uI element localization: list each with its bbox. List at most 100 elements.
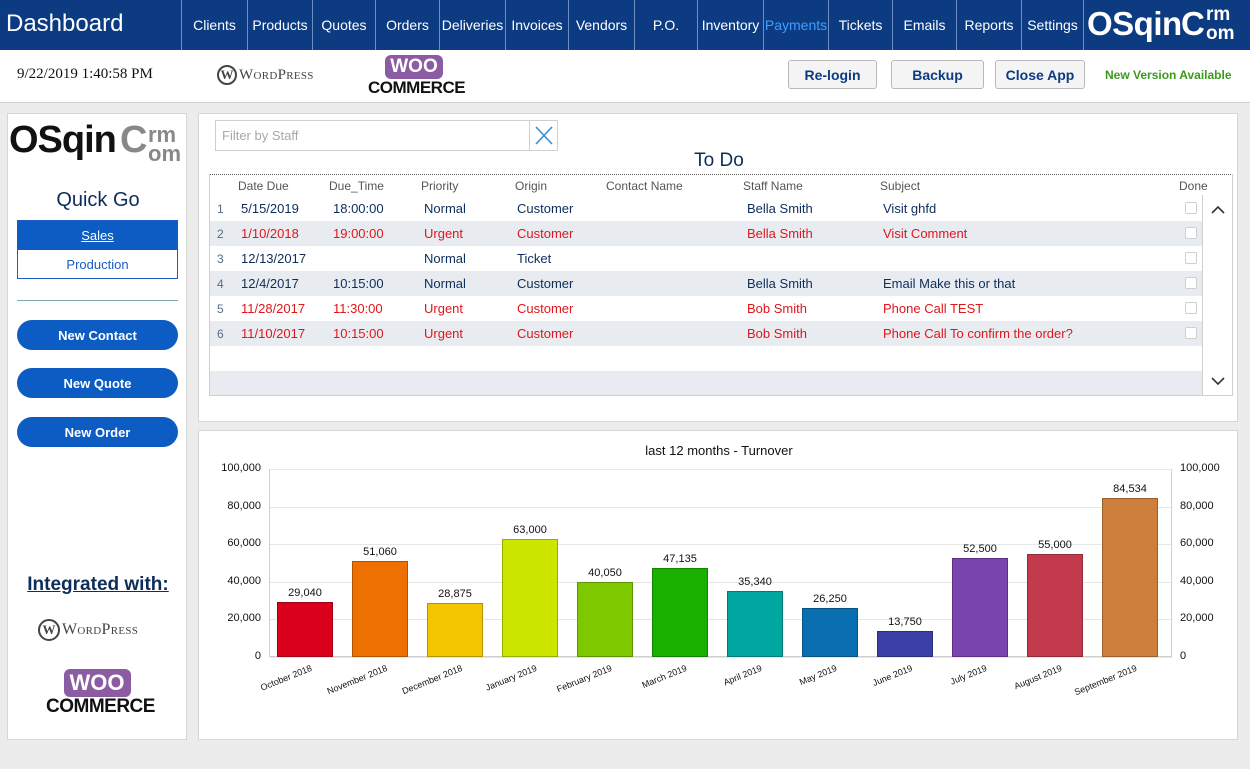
gridline bbox=[270, 469, 1173, 470]
done-checkbox[interactable] bbox=[1185, 252, 1197, 264]
chart-bar[interactable] bbox=[727, 590, 783, 657]
nav-payments[interactable]: Payments bbox=[763, 0, 828, 50]
row-number: 6 bbox=[217, 327, 224, 341]
nav-po[interactable]: P.O. bbox=[634, 0, 697, 50]
col-origin[interactable]: Origin bbox=[515, 179, 548, 193]
col-date-due[interactable]: Date Due bbox=[238, 179, 289, 193]
cell-subject: Phone Call To confirm the order? bbox=[883, 326, 1073, 341]
done-checkbox[interactable] bbox=[1185, 277, 1197, 289]
cell-subject: Email Make this or that bbox=[883, 276, 1016, 291]
left-woo-commerce-text: COMMERCE bbox=[46, 696, 155, 717]
cell-due-time: 10:15:00 bbox=[333, 326, 384, 341]
main-nav: Clients Products Quotes Orders Deliverie… bbox=[181, 0, 1083, 50]
nav-emails[interactable]: Emails bbox=[892, 0, 956, 50]
done-checkbox[interactable] bbox=[1185, 302, 1197, 314]
bar-value-label: 40,050 bbox=[588, 566, 622, 579]
left-wordpress-icon: W bbox=[38, 619, 60, 641]
scroll-down-button[interactable] bbox=[1203, 367, 1233, 395]
table-row[interactable]: 5 11/28/2017 11:30:00 Urgent Customer Bo… bbox=[210, 296, 1202, 321]
nav-settings[interactable]: Settings bbox=[1021, 0, 1083, 50]
cell-priority: Urgent bbox=[424, 326, 464, 341]
nav-products[interactable]: Products bbox=[247, 0, 312, 50]
cell-staff-name: Bob Smith bbox=[747, 326, 807, 341]
staff-filter-input[interactable] bbox=[216, 121, 556, 150]
x-tick-label: January 2019 bbox=[484, 663, 539, 693]
x-tick-label: May 2019 bbox=[798, 663, 839, 688]
backup-button[interactable]: Backup bbox=[891, 60, 984, 89]
relogin-button[interactable]: Re-login bbox=[788, 60, 877, 89]
x-tick-label: October 2018 bbox=[259, 663, 314, 693]
table-row[interactable]: 4 12/4/2017 10:15:00 Normal Customer Bel… bbox=[210, 271, 1202, 296]
chart-bar[interactable] bbox=[502, 538, 558, 657]
nav-quotes[interactable]: Quotes bbox=[312, 0, 375, 50]
brand-logo-top: OSqin C rm om bbox=[1083, 0, 1250, 50]
cell-date-due: 12/4/2017 bbox=[241, 276, 299, 291]
col-due-time[interactable]: Due_Time bbox=[329, 179, 384, 193]
cell-staff-name: Bella Smith bbox=[747, 226, 813, 241]
table-row[interactable]: 3 12/13/2017 Normal Ticket bbox=[210, 246, 1202, 271]
todo-scrollbar[interactable] bbox=[1202, 195, 1232, 395]
done-checkbox[interactable] bbox=[1185, 227, 1197, 239]
cell-origin: Customer bbox=[517, 326, 574, 341]
chart-bar[interactable] bbox=[427, 602, 483, 657]
chart-bar[interactable] bbox=[577, 581, 633, 657]
new-order-button[interactable]: New Order bbox=[17, 417, 178, 447]
nav-reports[interactable]: Reports bbox=[956, 0, 1021, 50]
nav-deliveries[interactable]: Deliveries bbox=[439, 0, 505, 50]
cell-date-due: 5/15/2019 bbox=[241, 201, 299, 216]
chart-bar[interactable] bbox=[1102, 498, 1158, 657]
chart-bar[interactable] bbox=[802, 607, 858, 657]
staff-filter bbox=[215, 120, 558, 151]
bar-value-label: 28,875 bbox=[438, 587, 472, 600]
y-tick-label-left: 60,000 bbox=[227, 537, 261, 550]
cell-priority: Urgent bbox=[424, 301, 464, 316]
bar-value-label: 55,000 bbox=[1038, 538, 1072, 551]
nav-invoices[interactable]: Invoices bbox=[505, 0, 568, 50]
segment-production[interactable]: Production bbox=[66, 256, 129, 272]
chart-bar[interactable] bbox=[952, 558, 1008, 657]
table-row[interactable]: 6 11/10/2017 10:15:00 Urgent Customer Bo… bbox=[210, 321, 1202, 346]
nav-tickets[interactable]: Tickets bbox=[828, 0, 892, 50]
col-done[interactable]: Done bbox=[1179, 179, 1208, 193]
chart-bar[interactable] bbox=[352, 561, 408, 657]
nav-vendors[interactable]: Vendors bbox=[568, 0, 634, 50]
new-contact-button[interactable]: New Contact bbox=[17, 320, 178, 350]
cell-date-due: 12/13/2017 bbox=[241, 251, 307, 266]
col-contact-name[interactable]: Contact Name bbox=[606, 179, 683, 193]
done-checkbox[interactable] bbox=[1185, 327, 1197, 339]
wordpress-text: WordPress bbox=[239, 66, 314, 83]
y-tick-label-right: 60,000 bbox=[1180, 537, 1214, 550]
nav-clients[interactable]: Clients bbox=[181, 0, 247, 50]
bar-value-label: 13,750 bbox=[888, 616, 922, 629]
nav-orders[interactable]: Orders bbox=[375, 0, 439, 50]
new-version-link[interactable]: New Version Available bbox=[1105, 68, 1232, 82]
todo-grid bbox=[209, 174, 1233, 396]
chart-bar[interactable] bbox=[277, 602, 333, 657]
table-row[interactable]: 1 5/15/2019 18:00:00 Normal Customer Bel… bbox=[210, 196, 1202, 221]
segment-sales[interactable]: Sales bbox=[18, 221, 177, 250]
x-tick-label: February 2019 bbox=[555, 663, 614, 695]
y-tick-label-right: 40,000 bbox=[1180, 574, 1214, 587]
close-app-button[interactable]: Close App bbox=[995, 60, 1085, 89]
table-row[interactable]: 2 1/10/2018 19:00:00 Urgent Customer Bel… bbox=[210, 221, 1202, 246]
col-subject[interactable]: Subject bbox=[880, 179, 921, 193]
nav-inventory[interactable]: Inventory bbox=[697, 0, 763, 50]
cell-staff-name: Bella Smith bbox=[747, 201, 813, 216]
chart-bar[interactable] bbox=[877, 631, 933, 657]
left-divider bbox=[17, 300, 178, 301]
grid-empty-row bbox=[210, 371, 1202, 395]
gridline bbox=[270, 544, 1173, 546]
chevron-down-icon bbox=[1211, 376, 1225, 385]
y-tick-label-right: 20,000 bbox=[1180, 612, 1214, 625]
col-priority[interactable]: Priority bbox=[421, 179, 459, 193]
chart-bar[interactable] bbox=[1027, 553, 1083, 657]
done-checkbox[interactable] bbox=[1185, 202, 1197, 214]
new-quote-button[interactable]: New Quote bbox=[17, 368, 178, 398]
cell-priority: Urgent bbox=[424, 226, 464, 241]
chart-bar[interactable] bbox=[652, 568, 708, 657]
x-tick-label: July 2019 bbox=[949, 663, 989, 687]
col-staff-name[interactable]: Staff Name bbox=[743, 179, 803, 193]
clear-filter-button[interactable] bbox=[529, 121, 557, 150]
scroll-up-button[interactable] bbox=[1203, 195, 1233, 223]
app-title: Dashboard bbox=[6, 10, 124, 37]
